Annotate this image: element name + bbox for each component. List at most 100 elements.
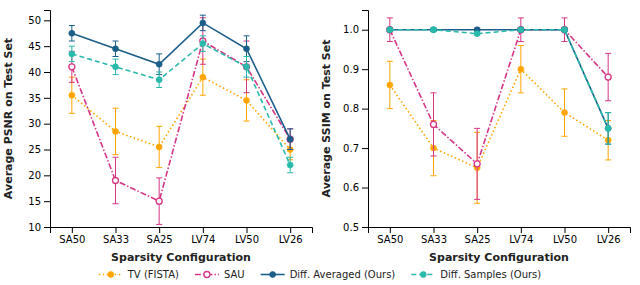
error-bar [387, 61, 393, 108]
x-tick: SA33 [421, 227, 447, 245]
y-tick: 0.5 [343, 222, 368, 233]
point [562, 110, 568, 116]
point [605, 125, 611, 131]
y-tick: 0.8 [343, 103, 368, 114]
point [518, 66, 524, 72]
series-line [72, 77, 290, 149]
y-tick-label: 0.8 [343, 103, 359, 114]
x-tick: LV50 [235, 227, 259, 245]
point [387, 82, 393, 88]
error-bar [113, 157, 119, 204]
legend: TV (FISTA)SAUDiff. Averaged (Ours)Diff. … [99, 269, 542, 280]
x-tick-mark [477, 227, 478, 233]
point [474, 31, 480, 37]
point [474, 161, 480, 167]
series-line [390, 69, 608, 168]
y-tick-label: 0.5 [343, 222, 359, 233]
point [518, 27, 524, 33]
point [244, 64, 250, 70]
point [287, 162, 293, 168]
series-line [390, 30, 608, 129]
y-tick-mark [362, 148, 368, 149]
legend-item: Diff. Samples (Ours) [411, 269, 541, 280]
point [287, 136, 293, 142]
point [431, 121, 437, 127]
y-tick-mark [362, 227, 368, 228]
x-tick: LV74 [191, 227, 215, 245]
x-tick-label: LV74 [509, 234, 533, 245]
x-tick-mark [608, 227, 609, 233]
x-tick: LV50 [553, 227, 577, 245]
series [387, 27, 611, 144]
y-tick: 20 [28, 170, 50, 181]
y-tick-label: 10 [28, 222, 41, 233]
point [605, 74, 611, 80]
error-bar [562, 89, 568, 136]
x-tick-mark [203, 227, 204, 233]
series [69, 18, 293, 225]
y-tick: 10 [28, 222, 50, 233]
error-bar [431, 93, 437, 156]
point [156, 144, 162, 150]
error-bar [156, 178, 162, 225]
x-axis-line [51, 228, 313, 234]
legend-marker [420, 272, 426, 278]
error-bar [200, 15, 206, 31]
point [518, 27, 524, 33]
error-bar [287, 129, 293, 150]
error-bar [562, 18, 568, 42]
y-tick-mark [44, 175, 50, 176]
error-bar [113, 59, 119, 75]
x-tick-label: SA25 [465, 234, 491, 245]
x-tick-label: SA33 [103, 234, 129, 245]
point [431, 27, 437, 33]
series-line [390, 30, 608, 129]
panel: SA50SA33SA25LV74LV50LV261015202530354045… [2, 11, 313, 265]
point [562, 27, 568, 33]
series-line [72, 23, 290, 139]
y-tick-mark [44, 46, 50, 47]
plot-area [69, 15, 293, 224]
y-tick: 0.7 [343, 143, 368, 154]
x-tick-label: SA33 [421, 234, 447, 245]
legend-marker [108, 272, 114, 278]
x-tick-mark [72, 227, 73, 233]
x-tick: SA50 [377, 227, 403, 245]
series [69, 15, 293, 149]
y-tick: 0.6 [343, 182, 368, 193]
error-bar [474, 128, 480, 199]
x-tick-mark [290, 227, 291, 233]
point [387, 27, 393, 33]
y-tick: 45 [28, 41, 50, 52]
error-bar [518, 46, 524, 93]
x-axis: SA50SA33SA25LV74LV50LV26 [369, 227, 631, 245]
point [113, 64, 119, 70]
series [387, 18, 611, 199]
point [605, 125, 611, 131]
y-axis: 101520253035404550 [28, 11, 50, 233]
error-bar [156, 72, 162, 88]
y-tick-label: 40 [28, 67, 41, 78]
series [387, 27, 611, 144]
point [69, 92, 75, 98]
legend-label: Diff. Samples (Ours) [440, 269, 541, 280]
error-bar [69, 46, 75, 62]
legend-marker [204, 272, 210, 278]
x-tick: SA25 [465, 227, 491, 245]
point [113, 128, 119, 134]
y-axis-title: Average SSIM on Test Set [320, 40, 333, 198]
error-bar [244, 41, 250, 93]
point [244, 97, 250, 103]
y-tick-mark [362, 188, 368, 189]
point [113, 178, 119, 184]
point [387, 27, 393, 33]
legend-label: TV (FISTA) [127, 269, 179, 280]
point [387, 27, 393, 33]
x-tick-label: SA50 [59, 234, 85, 245]
x-tick-label: LV50 [235, 234, 259, 245]
y-axis-line [44, 11, 51, 228]
point [200, 20, 206, 26]
point [113, 46, 119, 52]
error-bar [244, 57, 250, 78]
legend-label: Diff. Averaged (Ours) [290, 269, 396, 280]
